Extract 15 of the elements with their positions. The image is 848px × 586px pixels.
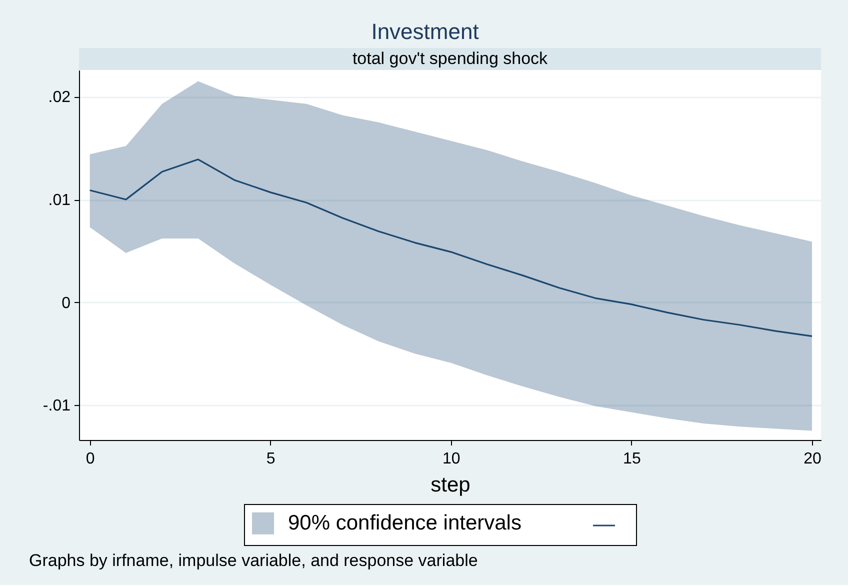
line-series — [89, 158, 813, 337]
y-tick-label: 0 — [62, 294, 71, 312]
x-tick-label: 0 — [86, 450, 95, 468]
x-tick-label: 20 — [804, 450, 822, 468]
chart-title: Investment — [371, 19, 479, 44]
x-tick-label: 10 — [442, 450, 460, 468]
y-tick-label: -.01 — [42, 398, 71, 415]
x-axis-title: step — [430, 474, 470, 496]
legend-label: 90% confidence intervals — [288, 511, 522, 534]
y-tick-label: .01 — [48, 192, 71, 209]
chart-subtitle: total gov't spending shock — [352, 49, 548, 68]
x-tick-label: 15 — [623, 450, 641, 468]
x-tick-label: 5 — [266, 450, 276, 468]
text: Graphs by irfname, impulse variable, and response variable — [29, 551, 478, 570]
y-tick-label: .02 — [48, 89, 71, 106]
